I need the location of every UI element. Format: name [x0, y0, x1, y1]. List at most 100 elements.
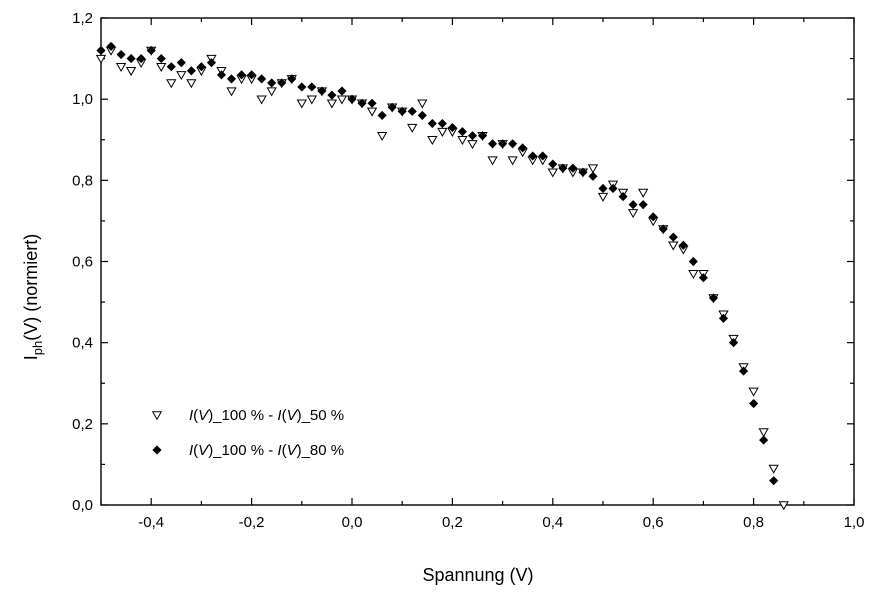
data-point-diamond	[146, 45, 156, 56]
legend-marker-triangle	[151, 411, 163, 421]
data-point-diamond	[417, 110, 427, 120]
y-axis-title-rest: (V) (normiert)	[21, 234, 41, 341]
legend-item-2: I(V)_100 % - I(V)_80 %	[152, 442, 344, 459]
data-point-triangle	[507, 156, 518, 166]
data-point-diamond	[648, 212, 658, 222]
data-point-triangle	[668, 241, 679, 251]
data-point-triangle	[768, 464, 779, 474]
legend-label-part: )_100 % -	[208, 442, 277, 459]
series-2	[96, 41, 779, 486]
legend-label: I(V)_100 % - I(V)_50 %	[189, 407, 344, 424]
y-tick-label: 0,6	[72, 254, 93, 271]
data-point-diamond	[588, 171, 598, 181]
data-point-triangle	[748, 387, 759, 397]
data-point-triangle	[778, 501, 789, 511]
data-point-triangle	[226, 87, 237, 97]
data-point-diamond	[136, 54, 146, 64]
x-tick-label: 1,0	[844, 514, 865, 531]
data-point-diamond	[166, 62, 176, 72]
x-tick-label: 0,8	[743, 514, 764, 531]
legend-label: I(V)_100 % - I(V)_80 %	[189, 442, 344, 459]
legend-label-part: I	[189, 407, 193, 424]
data-point-diamond	[247, 70, 257, 80]
data-point-triangle	[417, 99, 428, 109]
data-point-triangle	[186, 79, 197, 89]
data-point-diamond	[628, 200, 638, 210]
data-point-diamond	[467, 131, 478, 141]
y-axis-title: Iph(V) (normiert)	[21, 234, 45, 360]
data-point-diamond	[548, 159, 558, 169]
data-point-diamond	[487, 139, 498, 149]
data-point-triangle	[637, 188, 649, 198]
data-point-triangle	[487, 156, 498, 166]
data-point-diamond	[186, 66, 196, 76]
data-point-diamond	[327, 90, 337, 100]
data-point-diamond	[317, 86, 327, 96]
data-point-diamond	[749, 398, 759, 409]
data-point-triangle	[336, 95, 348, 105]
legend-marker-diamond	[152, 445, 162, 455]
data-point-diamond	[498, 139, 508, 149]
data-point-diamond	[206, 58, 217, 68]
x-tick-label: 0,2	[442, 514, 463, 531]
data-point-triangle	[407, 123, 418, 133]
x-tick-label: 0,4	[542, 514, 563, 531]
legend-label-part: (	[282, 442, 287, 459]
data-point-diamond	[126, 54, 136, 64]
data-point-diamond	[708, 293, 719, 303]
legend-label-part: I	[277, 442, 281, 459]
data-point-diamond	[558, 163, 568, 173]
legend-label-part: V	[198, 407, 210, 424]
data-point-triangle	[437, 127, 448, 137]
data-point-diamond	[658, 224, 668, 234]
data-point-diamond	[287, 74, 297, 84]
data-point-triangle	[266, 87, 277, 97]
data-point-diamond	[688, 256, 698, 267]
x-axis-title: Spannung (V)	[422, 565, 533, 585]
legend-label-part: I	[277, 407, 281, 424]
data-point-diamond	[568, 163, 578, 173]
data-point-triangle	[115, 62, 127, 73]
data-point-diamond	[156, 54, 166, 64]
y-tick-label: 0,2	[72, 416, 93, 433]
data-point-diamond	[728, 338, 739, 348]
data-point-diamond	[518, 143, 528, 153]
legend-label-part: V	[198, 442, 210, 459]
data-point-triangle	[366, 107, 378, 117]
data-point-triangle	[587, 164, 599, 174]
data-point-triangle	[547, 168, 558, 178]
data-point-diamond	[608, 183, 618, 194]
data-point-diamond	[427, 118, 437, 129]
data-point-triangle	[326, 99, 338, 109]
data-point-diamond	[226, 74, 237, 84]
data-point-triangle	[688, 269, 699, 279]
data-point-diamond	[307, 82, 317, 92]
y-axis-title-subscript: ph	[30, 341, 45, 355]
x-tick-label: -0,2	[239, 514, 265, 531]
x-tick-label: 0,6	[643, 514, 664, 531]
data-point-diamond	[277, 78, 287, 88]
data-point-triangle	[627, 209, 639, 219]
data-point-triangle	[176, 71, 187, 81]
data-point-diamond	[638, 200, 648, 210]
data-point-triangle	[125, 67, 137, 77]
legend-label-part: )_80 %	[297, 442, 345, 459]
data-point-diamond	[257, 74, 267, 84]
data-point-diamond	[718, 313, 729, 323]
data-point-diamond	[598, 183, 608, 194]
data-point-diamond	[668, 232, 678, 242]
data-point-triangle	[296, 99, 307, 109]
data-point-diamond	[678, 240, 688, 250]
legend-label-part: V	[287, 442, 299, 459]
data-point-diamond	[528, 151, 538, 161]
data-point-diamond	[387, 102, 397, 112]
data-point-diamond	[357, 98, 367, 108]
data-point-diamond	[176, 58, 186, 68]
data-point-triangle	[95, 54, 107, 64]
data-point-triangle	[597, 192, 609, 202]
legend-label-part: V	[287, 407, 299, 424]
legend-label-part: (	[282, 407, 287, 424]
data-point-diamond	[698, 273, 708, 283]
legend-label-part: )_100 % -	[208, 407, 277, 424]
